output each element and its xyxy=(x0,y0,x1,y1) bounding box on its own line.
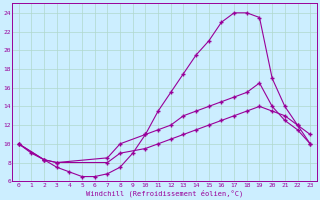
X-axis label: Windchill (Refroidissement éolien,°C): Windchill (Refroidissement éolien,°C) xyxy=(86,189,243,197)
